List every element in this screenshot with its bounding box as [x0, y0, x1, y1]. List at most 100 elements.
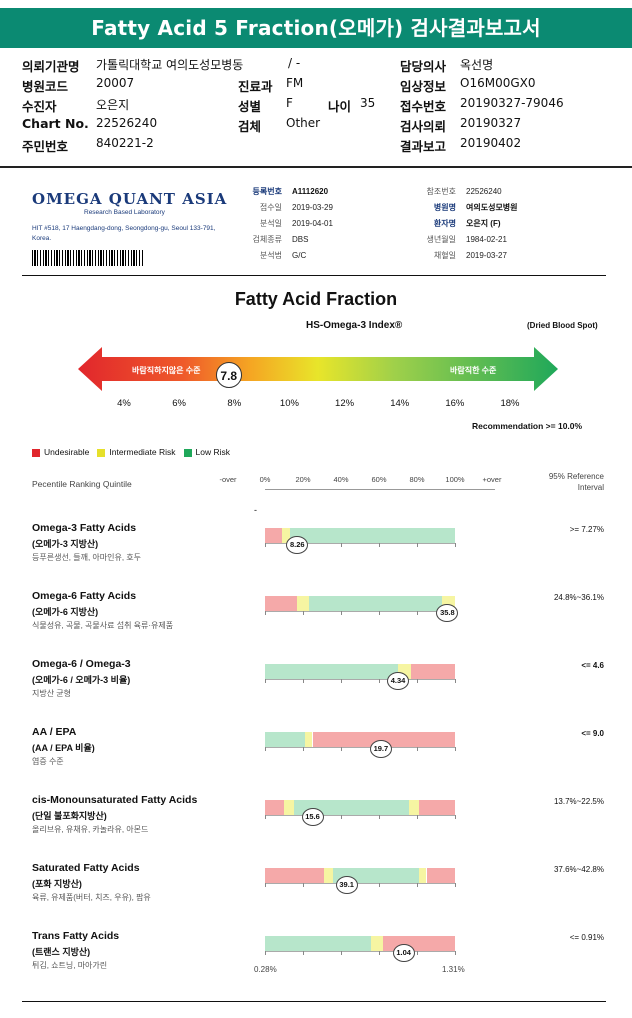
report-meta-row: 환자명 오은지 (F): [408, 218, 501, 229]
row-name: Omega-6 / Omega-3: [32, 658, 131, 670]
row-name: Trans Fatty Acids: [32, 930, 120, 942]
trans-scale-min: 0.28%: [254, 965, 277, 974]
tick: [341, 747, 342, 751]
percentile-tick: 20%: [295, 475, 311, 484]
zone-green: [308, 596, 442, 611]
zone-red: [265, 528, 283, 543]
bar-ticks: [265, 815, 456, 819]
row-sources: 튀김, 쇼트닝, 마아가린: [32, 961, 108, 970]
meta-label: 분석법: [259, 251, 282, 260]
tick: [417, 679, 418, 683]
risk-zone-bar: [265, 664, 455, 679]
tick: [379, 815, 380, 819]
percentile-tick: 40%: [333, 475, 349, 484]
zone-red: [265, 868, 324, 883]
card-divider: [22, 275, 606, 276]
info-label: 의뢰기관명: [22, 59, 80, 74]
tick: [265, 543, 266, 547]
zone-yellow: [323, 868, 334, 883]
index-scale-label: 12%: [335, 398, 355, 409]
legend-item: Undesirable: [32, 447, 89, 457]
index-scale-label: 6%: [172, 398, 186, 409]
omega3-index-gradient-arrow: [78, 347, 558, 391]
risk-zone-bar: [265, 868, 455, 883]
recommendation: Recommendation >= 10.0%: [472, 421, 583, 431]
percentile-tick: -over: [219, 475, 237, 484]
zone-yellow: [371, 936, 383, 951]
index-scale-label: 16%: [445, 398, 465, 409]
tick: [303, 883, 304, 887]
report-meta-row: 채혈일 2019-03-27: [408, 250, 507, 261]
row-sources: 식물성유, 곡물, 곡물사료 섭취 육류·유제품: [32, 621, 174, 630]
percentile-rule: [265, 489, 495, 490]
info-value: 20190327-79046: [460, 96, 564, 110]
legend-swatch-green: [183, 448, 192, 457]
zone-red: [411, 664, 455, 679]
info-label: 진료과: [238, 79, 273, 94]
info-value: 20007: [96, 76, 135, 90]
info-label: 결과보고: [400, 139, 447, 154]
tick-line: [265, 543, 455, 544]
zone-yellow: [304, 732, 313, 747]
row-name: Saturated Fatty Acids: [32, 862, 140, 874]
lab-logo: OMEGA QUANT ASIA: [32, 190, 228, 208]
tick: [379, 951, 380, 955]
info-value: 오은지: [96, 98, 130, 112]
meta-label: 병원명: [433, 203, 456, 212]
meta-label: 등록번호: [252, 187, 282, 196]
report-meta-row: 병원명 여의도성모병원: [408, 202, 518, 213]
index-scale-label: 10%: [279, 398, 299, 409]
info-value: 옥선명: [460, 58, 494, 72]
row-korean-name: (포화 지방산): [32, 879, 82, 889]
report-meta-row: 접수일 2019-03-29: [234, 202, 333, 213]
zone-green: [265, 732, 305, 747]
info-label: 성별: [238, 99, 262, 114]
row-reference: <= 4.6: [581, 661, 604, 670]
risk-zone-bar: [265, 732, 455, 747]
tick: [417, 543, 418, 547]
info-value: Other: [286, 116, 321, 130]
tick-line: [265, 679, 455, 680]
zone-yellow: [284, 800, 294, 815]
undesirable-label: 바람직하지않은 수준: [132, 366, 201, 375]
report-meta-row: 분석법 G/C: [234, 250, 306, 261]
report-card: OMEGA QUANT ASIA Research Based Laborato…: [22, 178, 610, 1008]
row-reference: <= 9.0: [581, 729, 604, 738]
zone-yellow: [282, 528, 290, 543]
tick: [303, 611, 304, 615]
percentile-tick: 80%: [409, 475, 425, 484]
bar-ticks: [265, 951, 456, 955]
tick: [303, 679, 304, 683]
chart-title: Fatty Acid Fraction: [234, 289, 398, 309]
index-scale-label: 14%: [390, 398, 410, 409]
percentile-tick: 100%: [445, 475, 465, 484]
meta-label: 생년월일: [426, 235, 456, 244]
tick-line: [265, 951, 455, 952]
barcode: [32, 250, 144, 266]
fatty-acid-row: Omega-3 Fatty Acids (오메가-3 지방산) 등푸른생선, 들깨,…: [22, 522, 610, 590]
value-marker: 35.8: [436, 604, 459, 622]
row-sources: 등푸른생선, 들깨, 아마인유, 호두: [32, 553, 142, 562]
tick: [265, 883, 266, 887]
meta-value: 여의도성모병원: [466, 203, 518, 212]
row-name: Omega-3 Fatty Acids: [32, 522, 137, 534]
zone-red: [265, 596, 298, 611]
index-scale-label: 8%: [227, 398, 242, 409]
zone-green: [289, 528, 455, 543]
info-value: 가톨릭대학교 여의도성모병동: [96, 58, 244, 72]
info-label: 담당의사: [400, 59, 447, 74]
bar-ticks: [265, 679, 456, 683]
tick: [417, 747, 418, 751]
info-label: 병원코드: [22, 79, 69, 94]
tick: [265, 815, 266, 819]
tick-line: [265, 747, 455, 748]
info-value: O16M00GX0: [460, 76, 536, 90]
meta-label: 접수일: [259, 203, 282, 212]
row-name: cis-Monounsaturated Fatty Acids: [32, 794, 198, 806]
tick: [379, 543, 380, 547]
legend: Undesirable Intermediate Risk Low Risk: [32, 447, 230, 457]
row-korean-name: (단일 불포화지방산): [32, 811, 107, 821]
risk-zone-bar: [265, 528, 455, 543]
fatty-acid-row: AA / EPA (AA / EPA 비율) 염증 수준 <= 9.0 19.7: [22, 726, 610, 794]
tick: [341, 611, 342, 615]
